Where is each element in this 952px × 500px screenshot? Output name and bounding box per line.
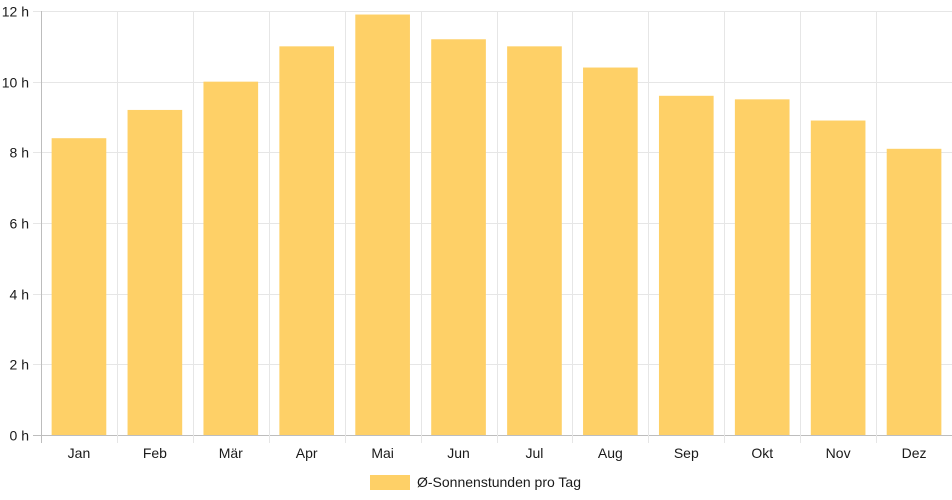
x-tick-label: Jul bbox=[526, 445, 544, 461]
x-tick-label: Sep bbox=[674, 445, 699, 461]
bar[interactable] bbox=[127, 109, 183, 435]
grid-lines bbox=[33, 11, 952, 443]
bar[interactable] bbox=[810, 120, 866, 436]
x-tick-label: Okt bbox=[751, 445, 773, 461]
x-tick-label: Nov bbox=[826, 445, 851, 461]
x-tick-label: Jun bbox=[447, 445, 470, 461]
x-tick-label: Apr bbox=[296, 445, 318, 461]
bar[interactable] bbox=[355, 14, 410, 436]
x-tick-label: Jan bbox=[68, 445, 91, 461]
bar[interactable] bbox=[51, 138, 107, 435]
bar[interactable] bbox=[658, 95, 714, 436]
bar[interactable] bbox=[734, 99, 790, 435]
legend[interactable]: Ø-Sonnenstunden pro Tag bbox=[370, 474, 581, 490]
bar[interactable] bbox=[203, 81, 259, 436]
bars bbox=[51, 14, 942, 436]
x-tick-label: Dez bbox=[902, 445, 927, 461]
y-tick-label: 8 h bbox=[10, 145, 29, 161]
y-tick-label: 4 h bbox=[10, 287, 29, 303]
x-axis-ticks: Jan Feb Mär Apr Mai Jun Jul Aug Sep Okt Nov Dez bbox=[68, 445, 927, 461]
x-tick-label: Mär bbox=[219, 445, 243, 461]
x-tick-label: Mai bbox=[371, 445, 394, 461]
legend-label: Ø-Sonnenstunden pro Tag bbox=[417, 474, 581, 490]
legend-swatch bbox=[370, 475, 410, 490]
bar[interactable] bbox=[507, 46, 562, 435]
y-tick-label: 6 h bbox=[10, 216, 29, 232]
bar[interactable] bbox=[431, 39, 486, 436]
x-tick-label: Feb bbox=[143, 445, 167, 461]
bar[interactable] bbox=[279, 46, 335, 435]
y-tick-label: 12 h bbox=[2, 4, 29, 20]
y-tick-label: 0 h bbox=[10, 428, 29, 444]
x-tick-label: Aug bbox=[598, 445, 623, 461]
y-axis-ticks: 0 h 2 h 4 h 6 h 8 h 10 h 12 h bbox=[2, 4, 29, 444]
y-tick-label: 10 h bbox=[2, 75, 29, 91]
bar[interactable] bbox=[583, 67, 638, 436]
y-tick-label: 2 h bbox=[10, 357, 29, 373]
bar[interactable] bbox=[886, 148, 942, 436]
